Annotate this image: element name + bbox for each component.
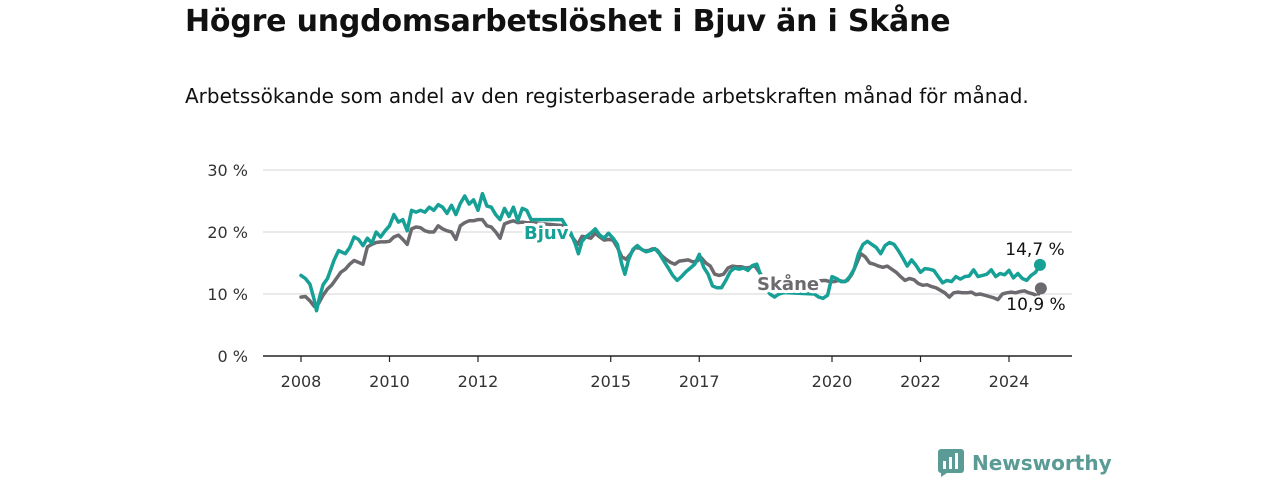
x-tick-label: 2017 <box>679 372 720 391</box>
series-line-skane <box>299 217 1043 309</box>
series-label-bjuv: Bjuv <box>524 223 569 244</box>
end-label-bjuv: 14,7 % <box>1005 240 1064 260</box>
x-tick-label: 2010 <box>369 372 410 391</box>
x-tick-label: 2008 <box>281 372 322 391</box>
chart-subtitle: Arbetssökande som andel av den registerb… <box>185 84 1029 108</box>
end-label-skane: 10,9 % <box>1006 295 1065 315</box>
y-tick-label: 20 % <box>207 223 248 242</box>
end-point-bjuv <box>1033 258 1046 271</box>
y-tick-label: 10 % <box>207 285 248 304</box>
x-tick-label: 2015 <box>590 372 631 391</box>
end-point-skane <box>1034 282 1047 295</box>
x-tick-label: 2022 <box>900 372 941 391</box>
series-line-bjuv <box>299 191 1042 313</box>
brand-logo: Newsworthy <box>938 448 1112 478</box>
x-tick-label: 2020 <box>812 372 853 391</box>
chart-title: Högre ungdomsarbetslöshet i Bjuv än i Sk… <box>185 4 951 39</box>
y-tick-label: 30 % <box>207 161 248 180</box>
x-tick-label: 2024 <box>989 372 1030 391</box>
brand-name: Newsworthy <box>972 451 1112 475</box>
newsworthy-logo-icon <box>938 449 964 477</box>
series-label-skane: Skåne <box>757 273 819 295</box>
x-tick-label: 2012 <box>458 372 499 391</box>
y-tick-label: 0 % <box>218 347 248 366</box>
